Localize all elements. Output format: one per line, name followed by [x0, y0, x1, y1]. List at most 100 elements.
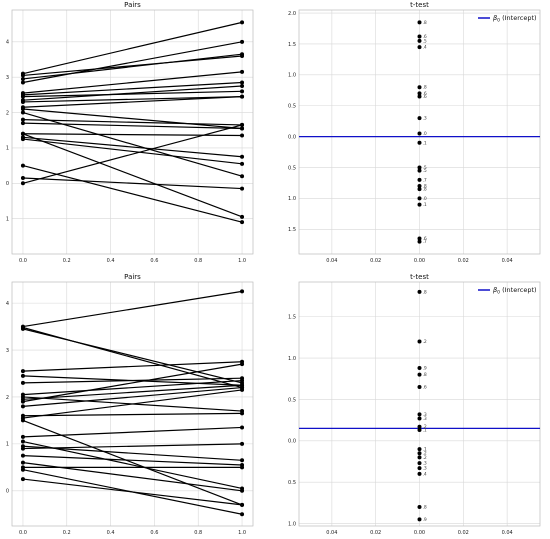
- data-point: [417, 20, 422, 25]
- pair-point-start: [20, 446, 25, 451]
- point-label: .1: [423, 447, 427, 453]
- pair-point-start: [20, 326, 25, 331]
- pair-point-end: [240, 220, 245, 225]
- data-point: [417, 38, 422, 43]
- data-point: [417, 236, 422, 241]
- data-point: [417, 131, 422, 136]
- data-point: [417, 451, 422, 456]
- pair-line: [22, 389, 243, 419]
- point-label: .3: [423, 461, 427, 467]
- pair-point-start: [20, 73, 25, 78]
- pair-line: [22, 386, 243, 407]
- data-point: [417, 461, 422, 466]
- point-label: .8: [423, 20, 427, 26]
- pair-line: [22, 81, 243, 96]
- pair-point-end: [240, 174, 245, 179]
- chart-title: t-test: [410, 1, 429, 9]
- pair-point-end: [240, 133, 245, 138]
- pair-point-start: [20, 373, 25, 378]
- chart-title: Pairs: [124, 273, 141, 281]
- y-tick-label: 1.5: [288, 42, 296, 48]
- point-label: .9: [423, 517, 427, 523]
- data-point: [417, 196, 422, 201]
- data-point: [417, 85, 422, 90]
- pair-line: [22, 379, 243, 396]
- pair-line: [22, 478, 243, 506]
- point-label: .2: [423, 339, 427, 345]
- pair-line: [22, 53, 243, 80]
- data-point: [417, 416, 422, 421]
- x-tick-label: 0.2: [63, 530, 71, 536]
- x-tick-label: 0.00: [414, 258, 425, 264]
- plot-frame: [298, 281, 541, 527]
- pair-line: [22, 440, 243, 490]
- data-point: [417, 412, 422, 417]
- pair-point-end: [240, 126, 245, 131]
- pair-point-end: [240, 441, 245, 446]
- y-tick-label: 0.5: [288, 480, 296, 486]
- x-tick-label: 0.6: [150, 530, 158, 536]
- pair-point-start: [20, 399, 25, 404]
- pair-line: [22, 455, 243, 466]
- point-label: .2: [423, 455, 427, 461]
- x-tick-label: 0.02: [370, 530, 381, 536]
- pair-line: [22, 96, 243, 108]
- pair-point-start: [20, 369, 25, 374]
- x-tick-label: 0.04: [326, 258, 337, 264]
- point-label: .1: [423, 202, 427, 208]
- pair-point-end: [240, 512, 245, 517]
- data-point: [417, 165, 422, 170]
- pair-line: [22, 165, 243, 223]
- x-tick-label: 0.6: [150, 258, 158, 264]
- pair-line: [22, 445, 243, 461]
- x-tick-label: 0.0: [19, 258, 27, 264]
- pair-point-start: [20, 107, 25, 112]
- x-tick-label: 0.8: [194, 258, 202, 264]
- pair-point-end: [240, 465, 245, 470]
- y-tick-label: 1: [6, 442, 9, 448]
- data-point: [417, 517, 422, 522]
- pair-point-start: [20, 76, 25, 81]
- chart-panel-2: t-test 0.04 0.02 0.00 0.02 0.04 1.5 1.0 0.5 0.0 0.…: [288, 1, 541, 264]
- y-tick-label: 0: [6, 181, 9, 187]
- pair-point-start: [20, 477, 25, 482]
- pair-point-end: [240, 52, 245, 57]
- pair-point-start: [20, 121, 25, 126]
- y-tick-label: 1.0: [288, 356, 296, 362]
- data-point: [417, 239, 422, 244]
- pair-line: [22, 361, 243, 372]
- pair-point-end: [240, 20, 245, 25]
- data-point: [417, 471, 422, 476]
- pair-line: [22, 124, 243, 184]
- data-point: [417, 45, 422, 50]
- pair-line: [22, 426, 243, 438]
- pair-line: [22, 384, 243, 400]
- point-label: .8: [423, 289, 427, 295]
- pair-line: [22, 443, 243, 450]
- data-point: [417, 366, 422, 371]
- y-tick-label: 0.0: [288, 439, 296, 445]
- x-tick-label: 1.0: [238, 530, 246, 536]
- pair-point-start: [20, 94, 25, 99]
- pair-point-end: [240, 411, 245, 416]
- point-label: .6: [423, 236, 427, 242]
- pair-point-end: [240, 387, 245, 392]
- pair-line: [22, 177, 243, 190]
- y-tick-label: 4: [6, 40, 9, 46]
- y-tick-label: 1: [6, 146, 9, 152]
- pair-point-start: [20, 181, 25, 186]
- point-label: .2: [423, 424, 427, 430]
- y-tick-label: 0: [6, 489, 9, 495]
- point-label: .5: [423, 38, 427, 44]
- data-point: [417, 168, 422, 173]
- pair-line: [22, 55, 243, 77]
- data-point: [417, 184, 422, 189]
- data-point: [417, 289, 422, 294]
- point-label: .5: [423, 168, 427, 174]
- y-tick-label: 0.5: [288, 104, 296, 110]
- point-label: .6: [423, 91, 427, 97]
- point-label: .3: [423, 412, 427, 418]
- data-point: [417, 177, 422, 182]
- pair-point-end: [240, 80, 245, 85]
- pair-point-end: [240, 186, 245, 191]
